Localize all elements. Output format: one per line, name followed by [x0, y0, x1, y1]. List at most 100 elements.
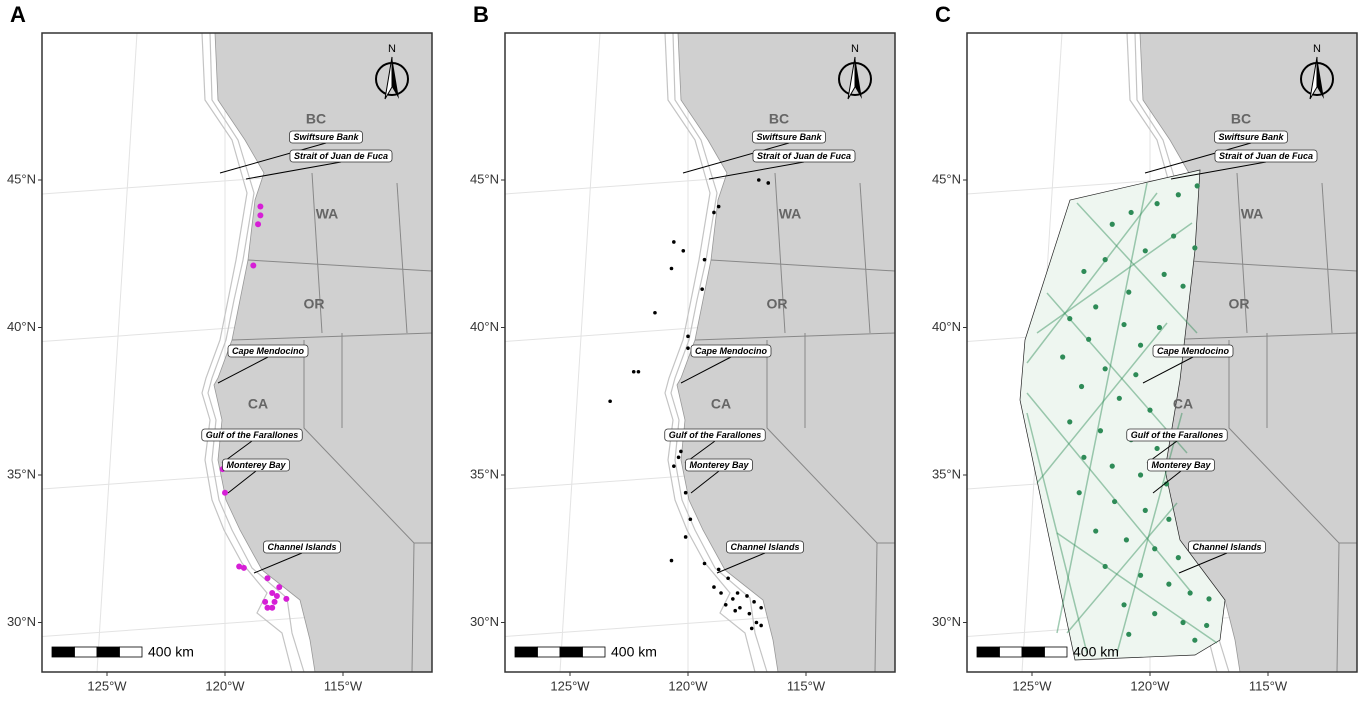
x-tick-label: 120°W: [668, 678, 708, 693]
place-label: Strait of Juan de Fuca: [757, 151, 851, 161]
region-label: BC: [769, 111, 789, 127]
place-box: [1147, 458, 1215, 472]
sighting: [273, 592, 280, 599]
survey-track: [1116, 412, 1183, 654]
scale-segment: [1044, 646, 1068, 658]
leader-line: [245, 161, 342, 180]
sighting: [1142, 507, 1148, 513]
survey-track: [1056, 532, 1218, 644]
sighting: [702, 561, 707, 566]
sighting: [271, 598, 278, 605]
graticule-lon: [559, 33, 601, 672]
place-label: Strait of Juan de Fuca: [294, 151, 388, 161]
y-tick-label: 40°N: [932, 319, 961, 334]
scale-label: 400 km: [1073, 644, 1119, 660]
sighting: [1060, 354, 1066, 360]
sighting: [745, 594, 749, 598]
sighting: [731, 597, 735, 601]
border: [859, 182, 871, 334]
sighting: [747, 611, 752, 616]
north-label: N: [1313, 43, 1321, 55]
land: [213, 33, 432, 672]
scale-segment: [976, 646, 1000, 658]
border: [774, 172, 786, 334]
leader-line: [680, 356, 732, 384]
sighting: [1206, 596, 1212, 602]
sighting: [688, 517, 693, 522]
north-label: N: [388, 43, 396, 55]
scale-segment: [1021, 646, 1045, 658]
sighting: [1161, 271, 1167, 277]
sighting: [759, 605, 763, 610]
sighting: [679, 449, 683, 454]
border: [1336, 542, 1340, 672]
sighting: [1093, 304, 1099, 310]
sighting: [255, 221, 262, 228]
leader-line: [716, 552, 766, 574]
place-label: Monterey Bay: [1151, 460, 1211, 470]
x-tick-label: 115°W: [787, 678, 826, 693]
place-box: [1214, 149, 1318, 163]
sighting: [636, 369, 641, 374]
x-tick-label: 120°W: [1130, 678, 1170, 693]
sighting: [283, 595, 290, 602]
sighting: [1126, 289, 1132, 295]
border: [411, 542, 415, 672]
sighting: [1097, 428, 1104, 434]
map-content: BC WA OR CA Swiftsure Bank Strait of Juan de …: [42, 33, 432, 672]
sighting: [1086, 336, 1092, 342]
north-needle: [847, 56, 856, 100]
panel-letter: C: [935, 2, 951, 27]
sighting: [1192, 637, 1198, 643]
place-label: Swiftsure Bank: [293, 132, 359, 142]
graticule-lon: [96, 33, 138, 672]
y-tick-label: 35°N: [470, 466, 499, 481]
place-label: Swiftsure Bank: [756, 132, 822, 142]
map-panel: BC WA OR CA Swiftsure Bank Strait of Juan de …: [932, 32, 1358, 693]
sighting: [733, 608, 737, 613]
sighting: [608, 399, 612, 404]
sighting: [1109, 221, 1115, 227]
sighting: [738, 605, 742, 610]
sighting: [1128, 209, 1134, 216]
sighting: [264, 604, 271, 611]
sighting: [669, 558, 674, 563]
bathymetry: [664, 33, 756, 672]
region-label: BC: [306, 111, 326, 127]
sighting: [1102, 257, 1108, 263]
sighting: [681, 249, 686, 253]
y-tick-label: 35°N: [7, 466, 36, 481]
region-label: CA: [248, 396, 268, 412]
sighting: [700, 287, 704, 291]
place-box: [289, 130, 363, 144]
sighting: [766, 181, 771, 185]
north-arrow: N: [375, 43, 409, 100]
survey-track: [1026, 412, 1088, 654]
place-label: Monterey Bay: [226, 460, 286, 470]
border: [1228, 340, 1357, 544]
north-needle: [1317, 57, 1324, 99]
place-label: Swiftsure Bank: [1218, 132, 1284, 142]
sighting: [1137, 472, 1144, 478]
scale-segment: [119, 646, 143, 658]
region-label: WA: [316, 206, 339, 222]
border: [766, 340, 895, 544]
place-box: [664, 428, 766, 442]
leader-line: [217, 356, 269, 384]
sighting: [1137, 342, 1144, 348]
sighting: [1121, 321, 1127, 328]
x-tick-label: 115°W: [1249, 678, 1288, 693]
sighting: [1163, 481, 1170, 487]
sighting: [1109, 463, 1115, 469]
sighting: [716, 567, 721, 572]
sighting: [1187, 590, 1193, 596]
bathymetry: [201, 33, 293, 672]
sighting: [723, 603, 728, 607]
x-tick-label: 115°W: [324, 678, 363, 693]
region-label: WA: [1241, 206, 1264, 222]
leader-line: [1142, 356, 1194, 384]
bathymetry: [207, 33, 305, 672]
border: [710, 259, 895, 272]
north-label: N: [851, 43, 859, 55]
scale-segment: [999, 646, 1023, 658]
